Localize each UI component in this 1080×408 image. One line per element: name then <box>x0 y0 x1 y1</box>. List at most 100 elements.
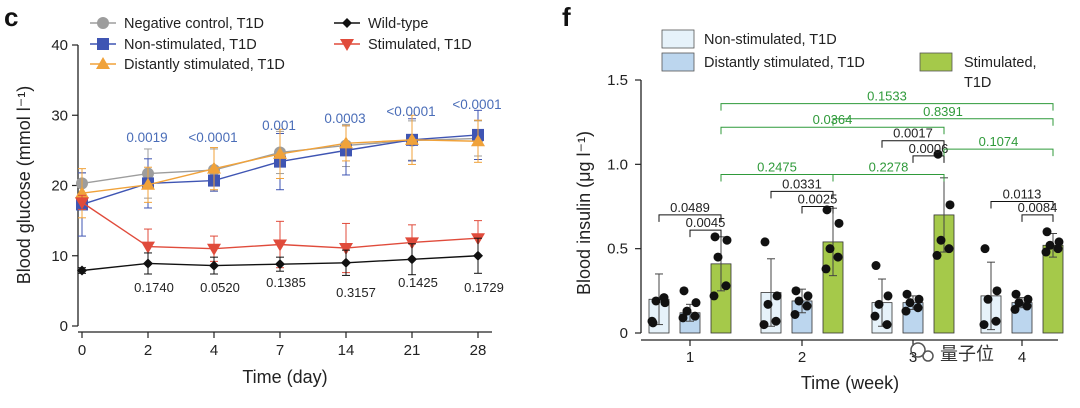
panel-f-data-point <box>882 320 892 330</box>
panel-c-pvalue-top: 0.0019 <box>126 130 167 145</box>
panel-f-data-point <box>992 286 1002 296</box>
legend-swatch <box>661 29 695 49</box>
panel-f-data-point <box>759 320 769 330</box>
panel-c-data-point <box>75 197 89 210</box>
panel-f-y-axis-title: Blood insulin (μg l⁻¹) <box>574 131 594 295</box>
panel-f-data-point <box>760 237 770 247</box>
panel-f-data-point <box>1023 294 1033 304</box>
panel-c-x-tick-label: 7 <box>276 342 284 359</box>
panel-f-bracket <box>770 190 834 199</box>
legend-label: Negative control, T1D <box>124 16 264 32</box>
panel-f-bracket-label: 0.1533 <box>867 89 907 104</box>
legend-marker <box>97 38 109 50</box>
watermark: 量子位 <box>910 342 994 364</box>
panel-c-data-point <box>77 265 87 276</box>
panel-c-y-tick-label: 30 <box>51 107 68 124</box>
panel-f-bracket <box>943 148 1054 157</box>
legend-label: Non-stimulated, T1D <box>704 32 837 48</box>
panel-f-x-tick-label: 4 <box>1018 349 1026 366</box>
legend-label: Distantly stimulated, T1D <box>124 57 285 73</box>
legend-swatch <box>919 52 953 72</box>
panel-f: f 0 0.5 1.0 1.5 1 2 3 4 Time (week) Blood insulin… <box>562 2 1064 393</box>
legend-label: Wild-type <box>368 16 428 32</box>
panel-c-data-point <box>471 134 485 147</box>
panel-c-data-point <box>407 254 417 265</box>
legend-label: Stimulated, T1D <box>368 37 472 53</box>
panel-f-data-point <box>690 311 700 321</box>
panel-c-data-point <box>339 243 353 256</box>
panel-f-data-point <box>905 298 915 308</box>
panel-c-data-point <box>143 258 153 269</box>
panel-f-data-point <box>1010 304 1020 314</box>
panel-f-data-point <box>833 252 843 262</box>
panel-f-x-tick-label: 3 <box>909 349 917 366</box>
panel-f-data-point <box>647 316 657 326</box>
panel-f-data-point <box>1041 247 1051 257</box>
panel-f-x-tick-label: 2 <box>798 349 806 366</box>
panel-c-x-tick-label: 28 <box>470 342 487 359</box>
legend-marker <box>340 39 354 51</box>
panel-f-data-point <box>679 286 689 296</box>
panel-f-bracket <box>832 173 945 182</box>
panel-f-bracket-label: 0.0025 <box>798 192 838 207</box>
panel-f-data-point <box>825 244 835 254</box>
panel-c-data-point <box>207 243 221 256</box>
panel-f-axes: 0 0.5 1.0 1.5 1 2 3 4 Time (week) Blood insulin (… <box>574 72 1058 393</box>
panel-f-bracket <box>658 214 722 222</box>
panel-c-x-tick-label: 4 <box>210 342 218 359</box>
legend-label: Non-stimulated, T1D <box>124 37 257 53</box>
panel-f-data-point <box>710 232 720 242</box>
panel-c-y-axis-title: Blood glucose (mmol l⁻¹) <box>14 86 34 285</box>
panel-c-data-point <box>339 136 353 149</box>
panel-f-bracket-label: 0.2278 <box>869 159 909 174</box>
legend-marker <box>97 17 109 29</box>
panel-f-data-point <box>901 306 911 316</box>
panel-f-data-point <box>802 301 812 311</box>
panel-c-pvalue-bottom: 0.1740 <box>134 280 174 295</box>
watermark-logo-icon-inner <box>922 350 934 362</box>
panel-f-bracket <box>720 126 945 135</box>
panel-f-data-point <box>791 286 801 296</box>
panel-f-bracket <box>912 155 945 163</box>
panel-f-legend: Non-stimulated, T1D Distantly stimulated,… <box>661 29 1037 91</box>
panel-f-data-point <box>914 294 924 304</box>
panel-f-data-point <box>821 264 831 274</box>
panel-c-label: c <box>4 2 18 32</box>
panel-f-bracket <box>990 200 1054 209</box>
panel-c-y-tick-label: 20 <box>51 178 68 195</box>
panel-f-bracket-label: 0.0017 <box>893 126 933 141</box>
panel-f-y-tick-label: 0.5 <box>607 241 628 258</box>
panel-f-bracket <box>832 118 1054 126</box>
panel-c-pvalue-top: <0.0001 <box>386 104 435 119</box>
panel-f-data-point <box>691 298 701 308</box>
panel-f-data-point <box>933 149 943 159</box>
panel-c-pvalue-bottom: 0.0520 <box>200 280 240 295</box>
panel-c-data-point <box>273 239 287 252</box>
panel-f-data-point <box>870 311 880 321</box>
panel-c-x-tick-label: 0 <box>78 342 86 359</box>
panel-c-y-tick-label: 10 <box>51 248 68 265</box>
panel-c-data-point <box>141 177 155 190</box>
panel-f-bracket-label: 0.1074 <box>979 134 1019 149</box>
panel-f-data-point <box>945 200 955 210</box>
panel-c-pvalue-bottom: 0.1385 <box>266 275 306 290</box>
panel-f-bracket <box>1021 214 1054 222</box>
panel-c-axes: 0 10 20 30 40 0 2 4 7 14 21 28 Time (day) Blood gluco… <box>14 37 492 387</box>
panel-f-bracket <box>689 229 722 238</box>
panel-c-pvalue-bottom: 0.3157 <box>336 285 376 300</box>
panel-c-y-tick-label: 0 <box>60 318 68 335</box>
panel-f-data-point <box>722 235 732 245</box>
panel-f-data-point <box>682 306 692 316</box>
legend-label: Stimulated, T1D <box>964 55 1037 91</box>
panel-c-pvalue-top: 0.0003 <box>324 111 365 126</box>
panel-f-data-point <box>874 299 884 309</box>
panel-c-data-point <box>209 260 219 271</box>
panel-f-bracket-label: 0.8391 <box>923 104 963 119</box>
panel-f-bracket-label: 0.0045 <box>686 215 726 230</box>
panel-f-bracket-label: 0.0489 <box>670 200 710 215</box>
panel-f-y-tick-label: 1.5 <box>607 72 628 89</box>
panel-f-data-point <box>678 313 688 323</box>
panel-f-data-point <box>983 294 993 304</box>
panel-f-data-point <box>822 205 832 215</box>
